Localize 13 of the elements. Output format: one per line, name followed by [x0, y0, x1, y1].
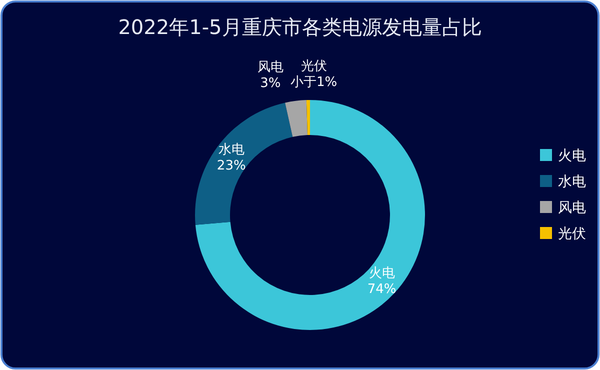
slice-label: 风电	[257, 60, 284, 76]
legend-label: 光伏	[558, 226, 586, 242]
chart-title: 2022年1-5月重庆市各类电源发电量占比	[118, 15, 482, 39]
slice-label: 水电	[218, 142, 244, 158]
legend-label: 水电	[558, 174, 586, 190]
data-label: 23%	[216, 158, 246, 174]
legend-label: 火电	[558, 148, 586, 164]
slice-label: 光伏	[300, 59, 327, 74]
data-label: 小于1%	[290, 75, 338, 90]
data-label: 3%	[260, 76, 281, 92]
legend-label: 风电	[558, 200, 586, 216]
slice-label: 火电	[368, 266, 395, 281]
data-label: 74%	[367, 282, 396, 297]
